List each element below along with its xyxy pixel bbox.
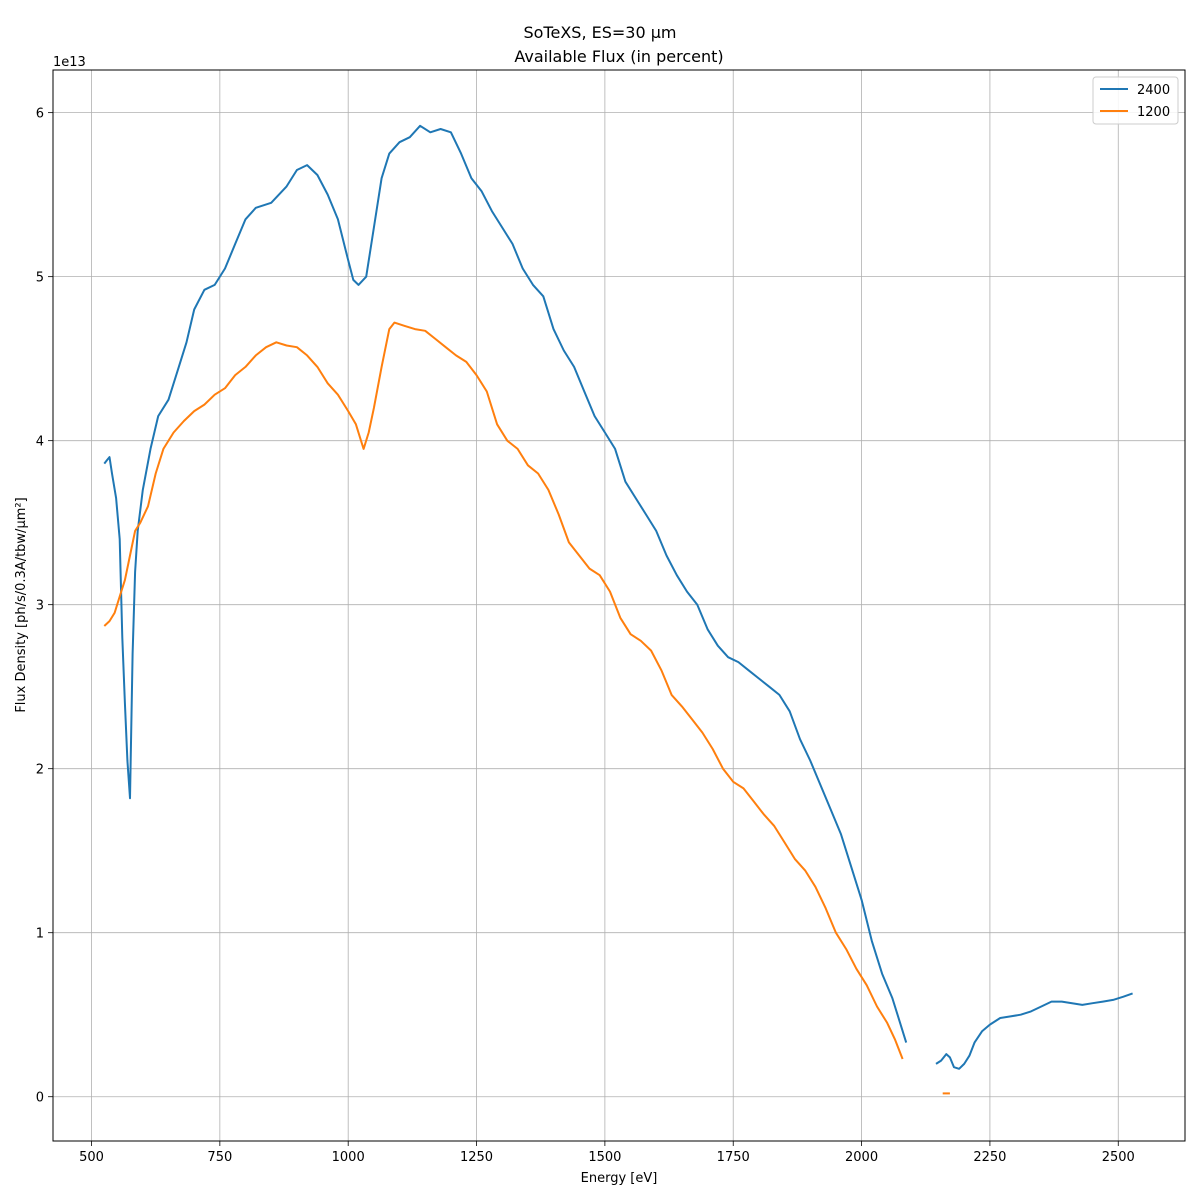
x-tick-label: 2500 <box>1102 1150 1135 1165</box>
y-axis-label: Flux Density [ph/s/0.3A/tbw/µm²] <box>14 497 29 712</box>
legend-label-1200: 1200 <box>1137 105 1170 120</box>
x-tick-label: 1500 <box>588 1150 621 1165</box>
x-tick-label: 1750 <box>717 1150 750 1165</box>
y-tick-label: 0 <box>36 1091 44 1106</box>
x-tick-label: 500 <box>79 1150 104 1165</box>
x-tick-label: 750 <box>207 1150 232 1165</box>
plot-frame <box>52 69 1186 1142</box>
y-tick-label: 2 <box>36 763 44 778</box>
x-axis: 500 750 1000 1250 1500 1750 2000 2250 2500 <box>79 1141 1135 1165</box>
x-tick-label: 2000 <box>845 1150 878 1165</box>
legend: 2400 1200 <box>1092 76 1179 125</box>
chart-suptitle: SoTeXS, ES=30 µm <box>523 23 676 42</box>
series-2400-line-segment-1 <box>103 124 908 1043</box>
y-axis: 0 1 2 3 4 5 6 <box>36 107 53 1106</box>
y-tick-label: 1 <box>36 927 44 942</box>
y-tick-label: 6 <box>36 107 44 122</box>
x-tick-label: 1250 <box>460 1150 493 1165</box>
legend-label-2400: 2400 <box>1137 83 1170 98</box>
grid <box>53 70 1185 1141</box>
y-tick-label: 3 <box>36 599 44 614</box>
y-offset-label: 1e13 <box>53 55 86 70</box>
x-tick-label: 1000 <box>332 1150 365 1165</box>
series-1200-line-segment-1 <box>103 321 904 1060</box>
x-tick-label: 2250 <box>973 1150 1006 1165</box>
plot-lines <box>103 124 1133 1095</box>
x-axis-label: Energy [eV] <box>581 1171 658 1186</box>
chart-title: Available Flux (in percent) <box>514 47 723 66</box>
series-2400-line-segment-2 <box>935 992 1133 1070</box>
y-tick-label: 4 <box>36 435 44 450</box>
y-tick-label: 5 <box>36 271 44 286</box>
